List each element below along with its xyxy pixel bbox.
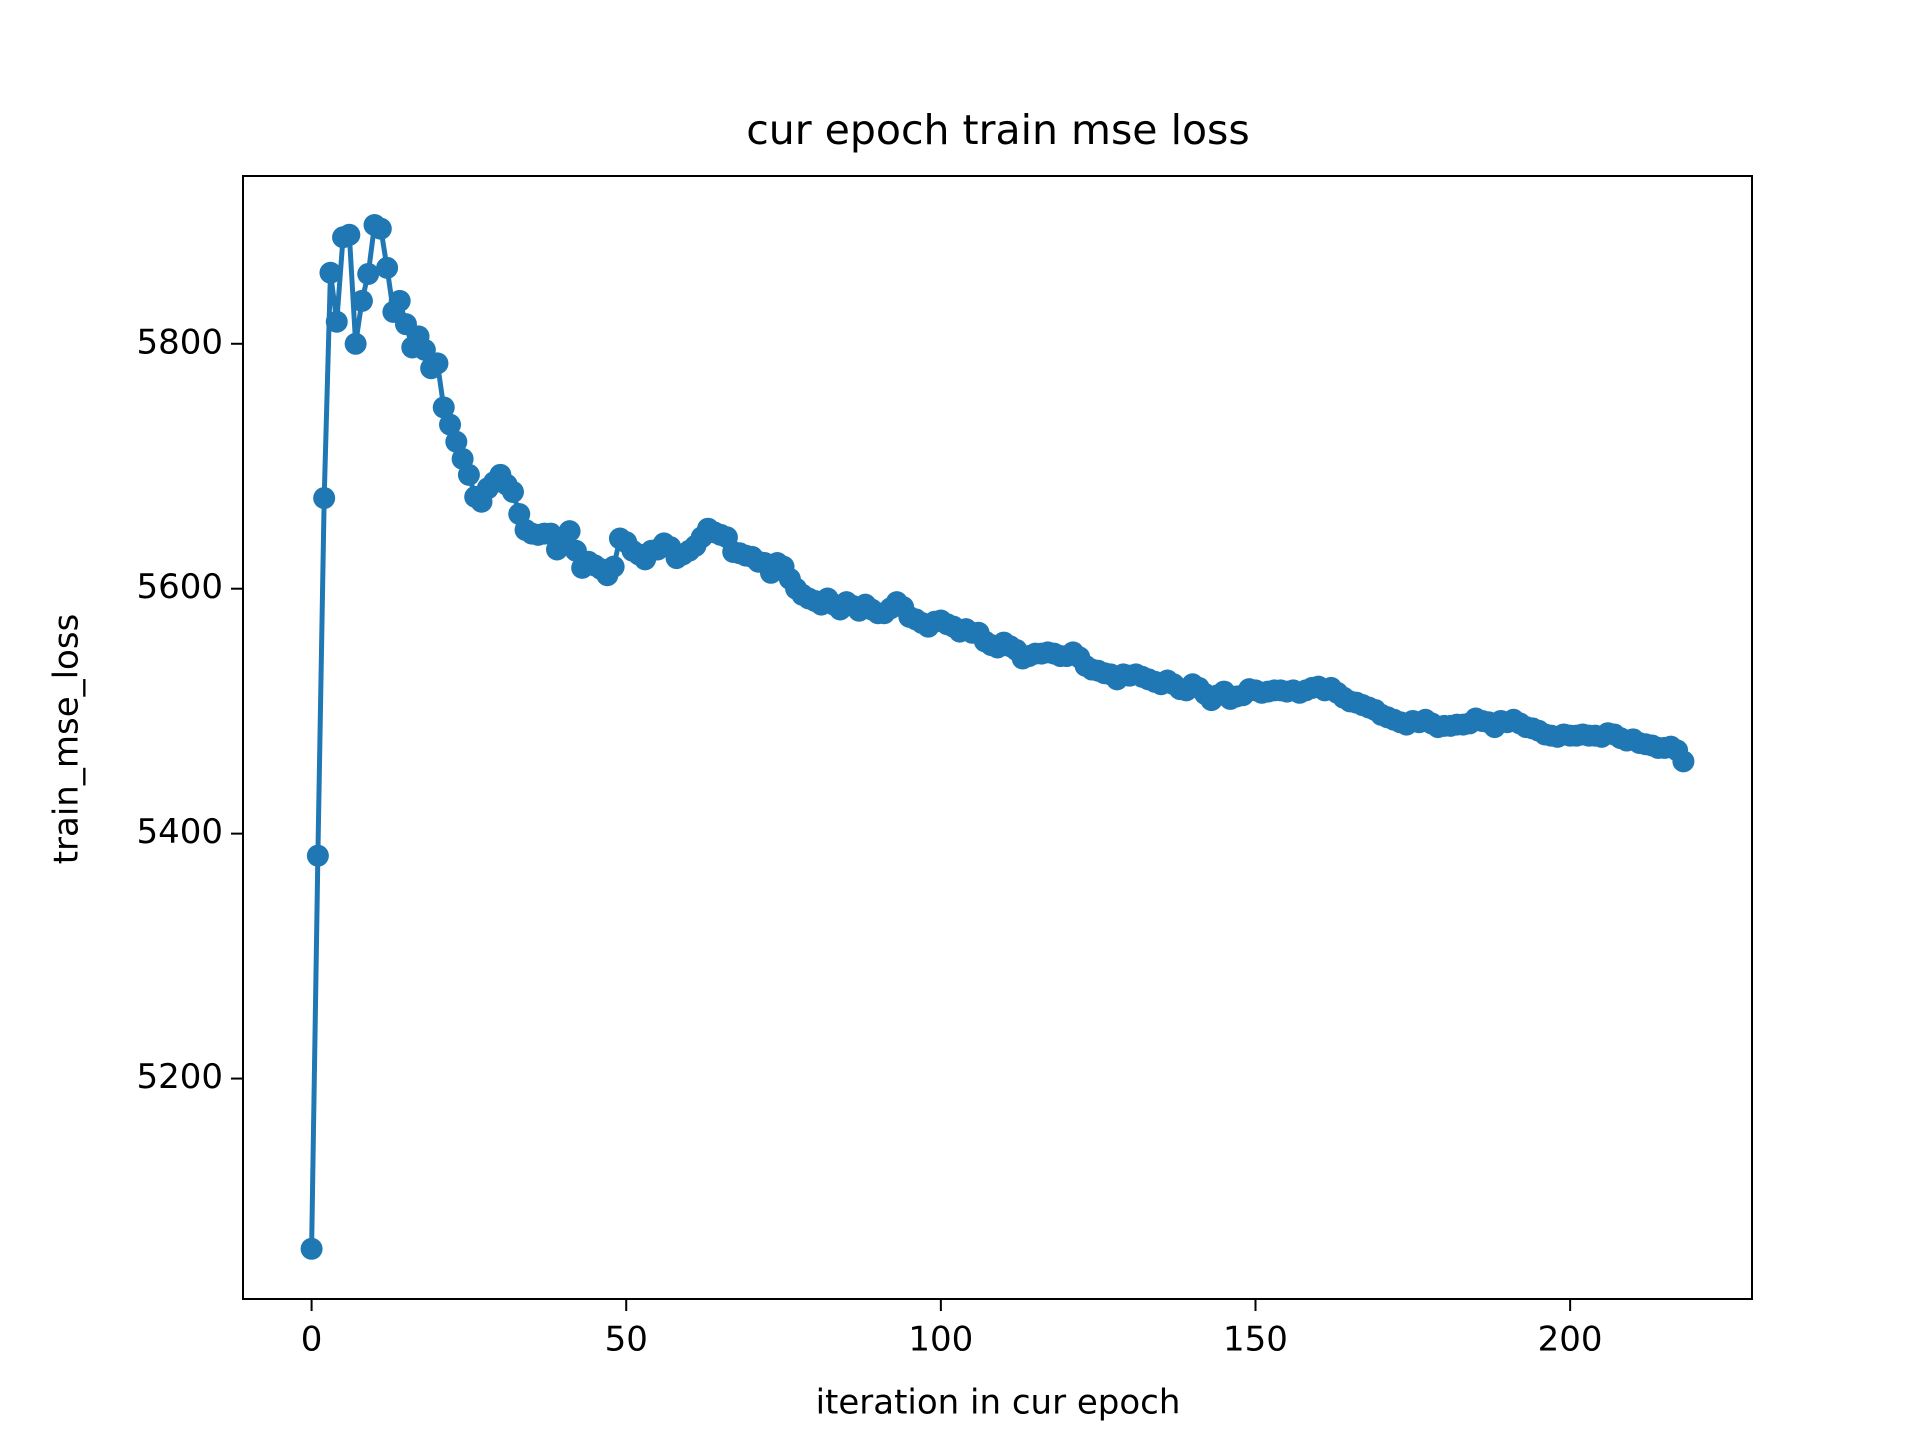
data-point	[350, 289, 373, 312]
y-tick-label: 5200	[136, 1057, 223, 1097]
data-point	[300, 1237, 323, 1260]
y-tick-label: 5600	[136, 567, 223, 607]
data-point	[445, 430, 468, 453]
data-point	[457, 463, 480, 486]
data-point	[1672, 750, 1695, 773]
data-point	[602, 555, 625, 578]
x-axis-label: iteration in cur epoch	[816, 1383, 1181, 1423]
data-point	[376, 256, 399, 279]
x-tick-label: 50	[605, 1320, 648, 1360]
data-point	[439, 413, 462, 436]
x-tick-label: 150	[1223, 1320, 1288, 1360]
data-point	[426, 352, 449, 375]
plot-frame	[242, 175, 1753, 1300]
x-tick-label: 200	[1538, 1320, 1603, 1360]
data-point	[306, 844, 329, 867]
data-point	[432, 396, 455, 419]
data-point	[501, 480, 524, 503]
x-tick-label: 0	[301, 1320, 323, 1360]
data-point	[357, 262, 380, 285]
data-point	[388, 289, 411, 312]
chart-title: cur epoch train mse loss	[746, 106, 1250, 154]
data-point	[344, 332, 367, 355]
data-point	[369, 217, 392, 240]
data-point	[338, 223, 361, 246]
y-tick-label: 5800	[136, 322, 223, 362]
data-point	[325, 310, 348, 333]
data-point	[558, 520, 581, 543]
y-tick-label: 5400	[136, 812, 223, 852]
data-point	[313, 487, 336, 510]
data-line	[309, 222, 1686, 1249]
y-axis-label: train_mse_loss	[47, 614, 87, 865]
x-tick-label: 100	[908, 1320, 973, 1360]
data-point	[319, 261, 342, 284]
